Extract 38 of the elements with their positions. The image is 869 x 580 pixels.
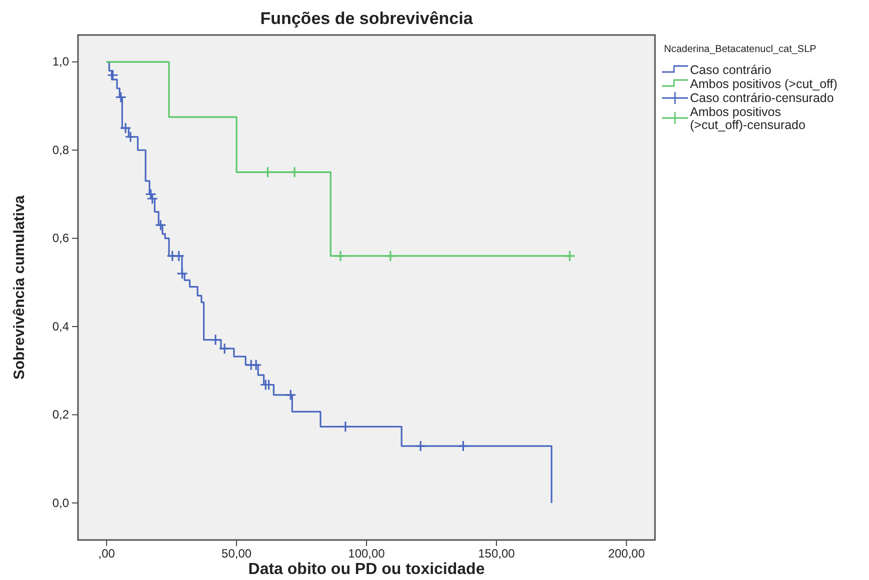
point: [334, 250, 346, 262]
legend-title: Ncaderina_Betacatenucl_cat_SLP: [664, 44, 817, 55]
x-tick-label: 100,00: [348, 546, 386, 561]
point: [262, 166, 274, 178]
x-axis-title: Data obito ou PD ou toxicidade: [248, 561, 485, 578]
y-tick-label: 0,0: [52, 496, 70, 510]
point: [173, 250, 185, 262]
legend-label: Ambos positivos (>cut_off)-censurado: [690, 105, 806, 132]
point: [176, 268, 188, 280]
point: [340, 420, 352, 432]
y-tick-label: 0,4: [52, 319, 70, 334]
y-tick-label: 0,2: [52, 408, 70, 422]
point: [384, 250, 396, 262]
point: [107, 69, 119, 81]
point: [284, 389, 296, 401]
legend-label: Caso contrário: [690, 63, 772, 77]
point: [414, 440, 426, 452]
point: [154, 219, 166, 231]
point: [144, 188, 157, 200]
x-tick-label: 150,00: [478, 546, 516, 561]
y-tick-label: 1,0: [52, 54, 70, 69]
point: [288, 166, 300, 178]
point: [457, 440, 469, 452]
x-tick-label: ,00: [98, 546, 116, 561]
y-tick-label: 0,8: [52, 142, 70, 157]
y-axis-title: Sobrevivência cumulativa: [11, 194, 28, 380]
point: [210, 334, 222, 346]
point: [120, 122, 132, 134]
x-tick-label: 50,00: [222, 546, 252, 561]
x-tick-label: 200,00: [608, 546, 646, 561]
point: [124, 131, 136, 143]
legend-label: Caso contrário-censurado: [690, 91, 834, 105]
point: [218, 342, 230, 354]
point: [564, 250, 576, 262]
chart-title: Funções de sobrevivência: [260, 9, 474, 28]
legend-label: Ambos positivos (>cut_off): [690, 77, 838, 91]
y-tick-label: 0,6: [52, 231, 70, 246]
point: [115, 91, 127, 103]
